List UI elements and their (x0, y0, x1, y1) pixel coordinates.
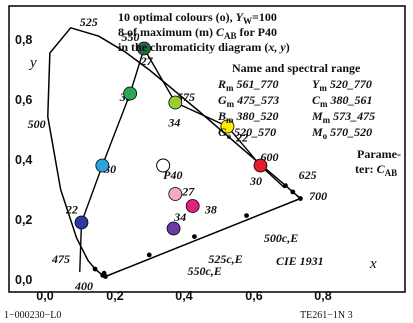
header-line-1: 10 optimal colours (o), YW=100 (118, 10, 277, 26)
range-entry: Go 520_570 (218, 125, 276, 141)
x-tick: 0,0 (36, 289, 53, 303)
optimal-point (74, 215, 89, 230)
point-label: 30 (249, 174, 262, 188)
locus-label: 700 (309, 189, 327, 203)
range-entry: Ym 520_770 (312, 77, 372, 93)
point-label: 34 (167, 116, 180, 130)
white-point (156, 158, 171, 173)
locus-label: 525 (80, 15, 98, 29)
point-label: 38 (204, 203, 217, 217)
parameter-line-1: Parame- (357, 147, 401, 161)
range-entry: Cm 380_561 (312, 93, 373, 109)
optimal-point (168, 95, 183, 110)
y-tick: 0,2 (15, 213, 32, 227)
y-tick: 0,8 (15, 33, 32, 47)
locus-label: 550c,E (187, 264, 221, 278)
cie-label: CIE 1931 (276, 254, 324, 268)
footer-left: 1−000230−L0 (4, 310, 61, 321)
locus-marker (290, 189, 296, 195)
point-label: 27 (181, 185, 195, 199)
range-entry: Mo 570_520 (311, 125, 372, 141)
x-tick: 0,4 (175, 289, 192, 303)
point-label: 34 (173, 210, 186, 224)
locus-label: 500c,E (264, 231, 298, 245)
header-line-3: in the chromaticity diagram (x, y) (118, 40, 290, 54)
optimal-point (166, 221, 181, 236)
locus-label: 550 (121, 30, 139, 44)
y-tick: 0,4 (15, 153, 32, 167)
locus-label: 500 (28, 117, 46, 131)
plot-frame (8, 5, 406, 293)
x-axis-ticks: 0,0 0,2 0,4 0,6 0,8 (36, 289, 331, 303)
optimal-point (137, 41, 151, 56)
purple-line (105, 197, 301, 278)
locus-label: 525c,E (208, 252, 242, 266)
footer-right: TE261−1N 3 (300, 310, 353, 321)
parameter-note: Parame- ter: CAB (355, 147, 401, 178)
x-axis-name: x (369, 256, 377, 272)
locus-marker (298, 196, 303, 201)
x-tick: 0,6 (245, 289, 262, 303)
locus-line (47, 26, 301, 278)
x-tick: 0,2 (106, 289, 123, 303)
point-label: P40 (163, 168, 182, 182)
y-axis-ticks: 0,0 0,2 0,4 0,6 0,8 (15, 33, 32, 287)
header-line-2: 8 of maximum (m) CAB for P40 (118, 25, 277, 41)
y-axis-name: y (28, 55, 37, 71)
x-tick: 0,8 (314, 289, 331, 303)
locus-marker (92, 266, 98, 272)
range-entry: Gm 475_573 (218, 93, 279, 109)
optimal-point (220, 119, 235, 134)
locus-marker (100, 272, 106, 278)
origin-wavelength-label: 400 (74, 279, 93, 293)
range-entry: Bm 380_520 (217, 109, 279, 125)
chart-header: 10 optimal colours (o), YW=100 8 of maxi… (118, 10, 290, 54)
parameter-line-2: ter: CAB (355, 162, 397, 178)
optimal-point (95, 158, 110, 173)
range-entry: Mm 573_475 (311, 109, 375, 125)
range-entry: Rm 561_770 (217, 77, 279, 93)
colour-points (74, 41, 268, 236)
point-label: 22 (65, 203, 78, 217)
locus-label: 475 (51, 252, 70, 266)
y-tick: 0,6 (15, 93, 32, 107)
optimal-point (123, 86, 138, 101)
spectral-locus (47, 26, 303, 279)
range-panel-title: Name and spectral range (232, 61, 361, 75)
locus-marker (244, 213, 249, 219)
locus-label: 625 (299, 168, 317, 182)
maximum-point (168, 187, 183, 201)
point-label: 22 (235, 131, 248, 145)
locus-wavelength-labels: 525550575600625700500c,E525c,E550c,E4755… (28, 15, 327, 278)
maximum-point (185, 199, 200, 213)
spectral-range-table: Rm 561_770 Ym 520_770 Gm 475_573 Cm 380_561… (217, 77, 375, 141)
optimal-point (253, 158, 268, 173)
y-tick: 0,0 (15, 273, 32, 287)
locus-marker (192, 234, 197, 240)
point-label: 27 (140, 54, 154, 68)
locus-marker (146, 252, 152, 258)
